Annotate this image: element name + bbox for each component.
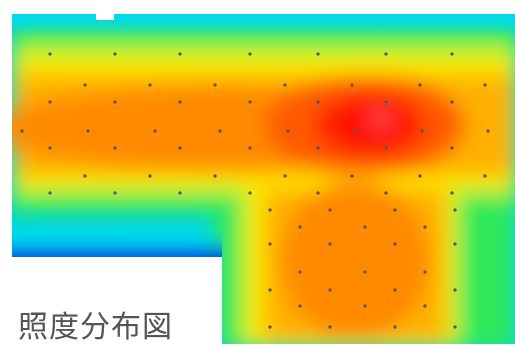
- light-point: [268, 325, 272, 329]
- light-point: [48, 52, 52, 56]
- light-point: [393, 208, 397, 212]
- light-point: [113, 52, 117, 56]
- light-point: [298, 304, 302, 308]
- light-point: [350, 174, 354, 178]
- light-point: [20, 129, 24, 133]
- light-point: [268, 288, 272, 292]
- light-point: [178, 146, 182, 150]
- light-point: [113, 100, 117, 104]
- light-point: [384, 191, 388, 195]
- light-point: [483, 174, 487, 178]
- light-point: [286, 129, 290, 133]
- light-point: [298, 270, 302, 274]
- light-point: [248, 100, 252, 104]
- light-point: [423, 304, 427, 308]
- caption: 照度分布図: [18, 310, 173, 345]
- light-point: [213, 174, 217, 178]
- illuminance-layers: [12, 25, 515, 344]
- light-point: [283, 174, 287, 178]
- light-point: [450, 52, 454, 56]
- light-point: [453, 242, 457, 246]
- light-point: [86, 129, 90, 133]
- light-point: [178, 100, 182, 104]
- light-point: [316, 52, 320, 56]
- light-point: [113, 146, 117, 150]
- wall-notch: [96, 12, 114, 20]
- light-point: [153, 129, 157, 133]
- light-point: [420, 129, 424, 133]
- light-point: [328, 288, 332, 292]
- light-point: [83, 174, 87, 178]
- light-point: [83, 83, 87, 87]
- light-point: [316, 191, 320, 195]
- light-point: [328, 208, 332, 212]
- light-point: [178, 191, 182, 195]
- light-point: [213, 83, 217, 87]
- light-point: [248, 52, 252, 56]
- light-point: [178, 52, 182, 56]
- light-point: [148, 174, 152, 178]
- light-points: [20, 52, 490, 329]
- light-point: [423, 225, 427, 229]
- light-point: [283, 83, 287, 87]
- light-point: [350, 83, 354, 87]
- light-point: [393, 242, 397, 246]
- light-point: [483, 83, 487, 87]
- light-point: [453, 325, 457, 329]
- light-point: [113, 191, 117, 195]
- light-point: [328, 325, 332, 329]
- light-point: [363, 304, 367, 308]
- light-point: [48, 191, 52, 195]
- light-point: [248, 191, 252, 195]
- light-point: [363, 225, 367, 229]
- light-point: [148, 83, 152, 87]
- light-point: [453, 208, 457, 212]
- light-point: [393, 288, 397, 292]
- light-point: [298, 225, 302, 229]
- light-point: [248, 146, 252, 150]
- light-point: [328, 242, 332, 246]
- light-point: [418, 174, 422, 178]
- light-point: [268, 242, 272, 246]
- light-point: [363, 270, 367, 274]
- light-point: [353, 129, 357, 133]
- light-point: [316, 146, 320, 150]
- light-point: [48, 100, 52, 104]
- light-point: [486, 129, 490, 133]
- light-point: [423, 270, 427, 274]
- light-point: [450, 146, 454, 150]
- light-point: [268, 208, 272, 212]
- light-point: [384, 100, 388, 104]
- light-point: [316, 100, 320, 104]
- light-point: [393, 325, 397, 329]
- light-point: [48, 146, 52, 150]
- light-point: [384, 52, 388, 56]
- light-point: [384, 146, 388, 150]
- light-point: [453, 288, 457, 292]
- light-point: [418, 83, 422, 87]
- light-point: [450, 100, 454, 104]
- light-point: [450, 191, 454, 195]
- light-point: [218, 129, 222, 133]
